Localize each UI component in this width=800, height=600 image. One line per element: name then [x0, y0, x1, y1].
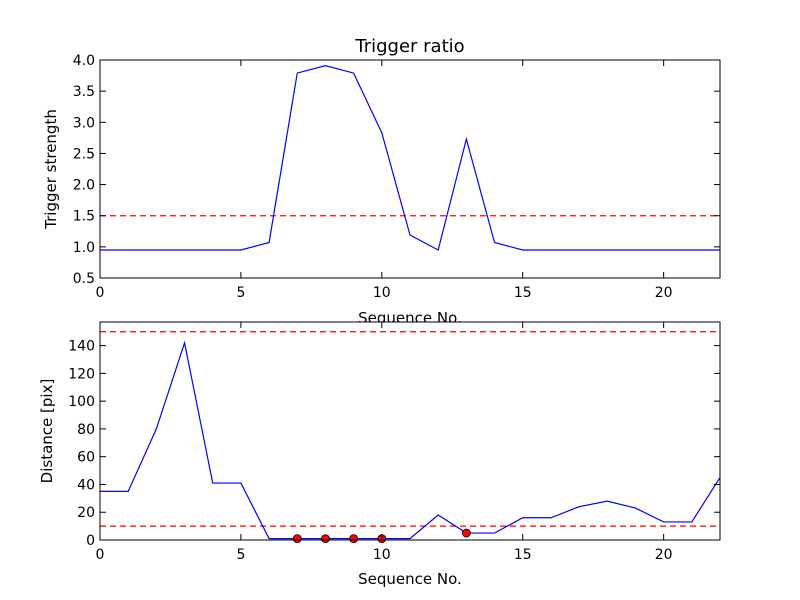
y-tick-label: 140	[68, 339, 95, 355]
y-tick-label: 100	[68, 394, 95, 410]
marker-point	[349, 534, 359, 544]
chart-title: Trigger ratio	[354, 36, 464, 57]
y-tick-label: 0	[86, 533, 95, 549]
y-tick-label: 80	[77, 422, 95, 438]
x-tick-label: 15	[514, 285, 532, 301]
y-axis-label: Distance [pix]	[38, 379, 56, 484]
y-tick-label: 4.0	[73, 53, 95, 69]
y-tick-label: 60	[77, 450, 95, 466]
axes-frame	[99, 321, 721, 541]
marker-point	[321, 534, 330, 544]
y-tick-label: 2.0	[73, 178, 95, 194]
y-tick-label: 20	[77, 505, 95, 521]
distance-panel: 0 5 10 15 20 0 20 40 60 80 100 120 140 Sequence No. Di…	[38, 321, 721, 588]
x-tick-label: 15	[514, 547, 532, 563]
x-tick-label: 5	[236, 285, 245, 301]
y-tick-label: 0.5	[73, 271, 95, 287]
x-tick-label: 5	[236, 547, 245, 563]
x-tick-label: 20	[655, 285, 673, 301]
y-tick-label: 1.5	[73, 209, 95, 225]
y-tick-label: 40	[77, 477, 95, 493]
axes-frame	[99, 59, 721, 279]
y-axis-label: Trigger strength	[42, 109, 60, 230]
x-tick-label: 0	[96, 547, 105, 563]
y-tick-label: 1.0	[73, 240, 95, 256]
x-axis-label: Sequence No.	[358, 570, 462, 588]
x-tick-label: 0	[96, 285, 105, 301]
y-tick-label: 120	[68, 366, 95, 382]
y-tick-label: 3.0	[73, 115, 95, 131]
series-line-0	[100, 340, 721, 540]
x-tick-label: 10	[373, 547, 391, 563]
y-tick-label: 3.5	[73, 84, 95, 100]
marker-point	[292, 534, 302, 544]
trigger-ratio-panel: 0 5 10 15 200.51.01.52.02.53.03.54.0Sequence…	[42, 36, 721, 327]
series-line-0	[100, 64, 720, 251]
y-tick-label: 2.5	[73, 146, 95, 162]
marker-point	[461, 528, 471, 538]
plot-area	[100, 322, 720, 540]
x-tick-label: 10	[373, 285, 391, 301]
plot-area	[100, 60, 720, 278]
x-tick-label: 20	[655, 547, 673, 563]
